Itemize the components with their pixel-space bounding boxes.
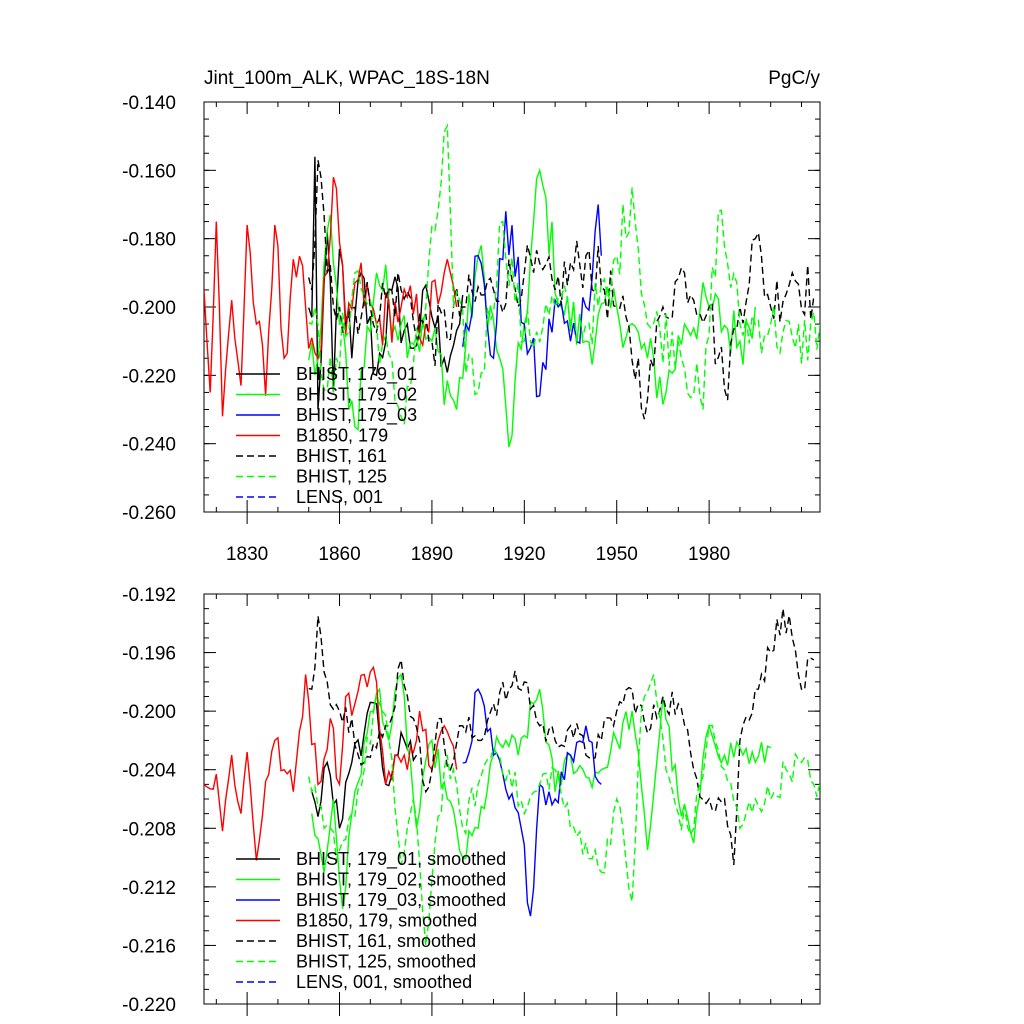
y-tick-label: -0.220 — [122, 995, 176, 1016]
x-tick-label: 1890 — [411, 544, 453, 565]
series-line-2 — [462, 688, 602, 917]
y-tick-label: -0.196 — [122, 644, 176, 665]
y-tick-label: -0.208 — [122, 819, 176, 840]
y-tick-label: -0.180 — [122, 230, 176, 251]
y-tick-label: -0.240 — [122, 435, 176, 456]
y-tick-label: -0.204 — [122, 761, 176, 782]
x-tick-label: 1860 — [318, 544, 360, 565]
legend-label: BHIST, 125, smoothed — [296, 952, 476, 972]
series-line-1 — [311, 672, 772, 909]
y-tick-label: -0.192 — [122, 585, 176, 606]
y-tick-label: -0.216 — [122, 936, 176, 957]
units-label: PgC/y — [768, 68, 820, 89]
series-line-0 — [311, 701, 418, 829]
y-tick-label: -0.200 — [122, 298, 176, 319]
series-line-2 — [462, 204, 602, 398]
series-line-4 — [308, 608, 815, 865]
legend-label: LENS, 001, smoothed — [296, 972, 472, 992]
y-tick-label: -0.200 — [122, 702, 176, 723]
series-group — [204, 123, 820, 448]
series-line-3 — [204, 177, 458, 417]
series-group — [204, 608, 820, 946]
bottom-panel: -0.220 -0.216 -0.212 -0.208 -0.204 -0.200 -0.1… — [122, 585, 821, 1016]
legend-label: BHIST, 179_03 — [296, 405, 417, 426]
x-tick-label: 1920 — [503, 544, 545, 565]
legend-label: LENS, 001 — [296, 487, 383, 507]
y-tick-label: -0.220 — [122, 366, 176, 387]
legend-label: BHIST, 179_02 — [296, 385, 417, 406]
x-tick-label: 1980 — [688, 544, 730, 565]
legend-label: BHIST, 179_02, smoothed — [296, 870, 506, 891]
legend-label: BHIST, 161, smoothed — [296, 931, 476, 951]
x-tick-label: 1830 — [226, 544, 268, 565]
legend-label: BHIST, 125 — [296, 467, 387, 487]
series-line-5 — [308, 674, 820, 946]
chart-title: Jint_100m_ALK, WPAC_18S-18N — [204, 68, 490, 89]
x-tick-label: 1950 — [596, 544, 638, 565]
series-line-1 — [308, 167, 756, 448]
y-tick-label: -0.260 — [122, 503, 176, 524]
series-line-5 — [308, 123, 820, 425]
series-line-4 — [308, 159, 815, 420]
y-tick-label: -0.212 — [122, 878, 176, 899]
y-tick-label: -0.140 — [122, 93, 176, 114]
legend-label: BHIST, 179_03, smoothed — [296, 890, 506, 911]
legend-label: BHIST, 179_01 — [296, 364, 417, 385]
y-tick-label: -0.160 — [122, 161, 176, 182]
legend-label: BHIST, 161 — [296, 446, 387, 466]
series-line-3 — [204, 665, 458, 861]
top-panel: Jint_100m_ALK, WPAC_18S-18N PgC/y -0.260 -0… — [122, 68, 821, 565]
legend-label: BHIST, 179_01, smoothed — [296, 849, 506, 870]
legend-label: B1850, 179 — [296, 426, 388, 446]
legend-label: B1850, 179, smoothed — [296, 911, 477, 931]
